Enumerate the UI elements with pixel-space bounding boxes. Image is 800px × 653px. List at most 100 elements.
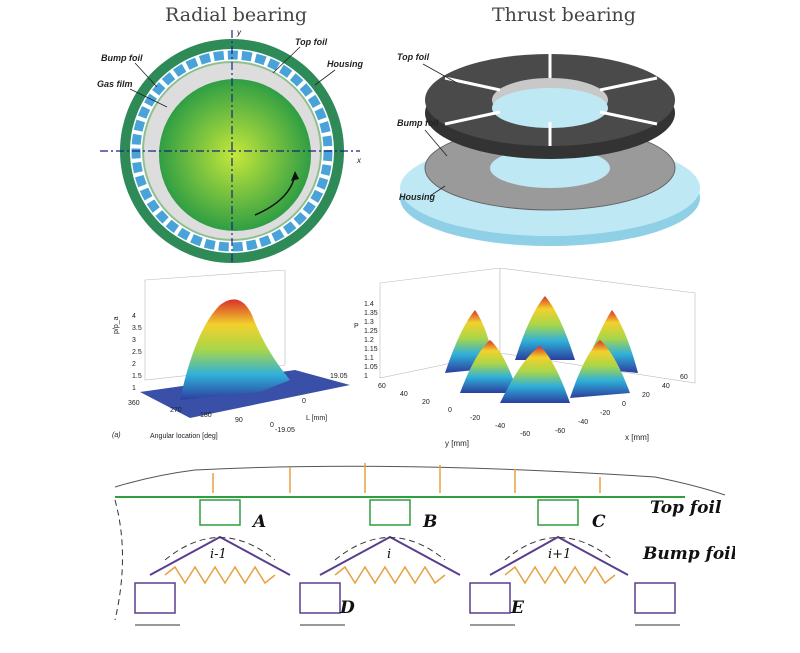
svg-text:20: 20 [642, 392, 650, 399]
pressure-peaks [445, 296, 638, 403]
svg-text:2.5: 2.5 [132, 349, 142, 356]
thrust-bearing-diagram: Top foil Bump foil Housing [397, 52, 700, 246]
label-axis-x: x [356, 156, 362, 165]
bump-foil-hole [490, 148, 610, 188]
z-ticks-right: 1.4 1.35 1.3 1.25 1.2 1.15 1.1 1.05 1 [364, 301, 378, 380]
leader-housing [314, 69, 336, 86]
x-ticks-right: -60 -40 -20 0 20 40 60 [555, 374, 688, 435]
svg-text:1.4: 1.4 [364, 301, 374, 308]
label-bump-foil-model: Bump foil [642, 544, 735, 564]
bump-label-i-plus-1: i+1 [548, 547, 571, 562]
svg-text:-40: -40 [578, 419, 588, 426]
svg-text:1.25: 1.25 [364, 328, 378, 335]
plot-floor [140, 370, 350, 418]
bore [492, 88, 608, 128]
leader-bump-foil [134, 62, 158, 88]
svg-text:1: 1 [132, 385, 136, 392]
svg-text:-60: -60 [555, 428, 565, 435]
svg-text:1.3: 1.3 [364, 319, 374, 326]
top-nodes [199, 499, 579, 526]
svg-text:1.05: 1.05 [364, 364, 378, 371]
svg-text:0: 0 [302, 398, 306, 405]
y-ticks-right: 60 40 20 0 -20 -40 -60 [378, 383, 530, 438]
svg-text:3: 3 [132, 337, 136, 344]
svg-text:90: 90 [235, 417, 243, 424]
pressure-arrows [212, 463, 601, 493]
node-label-e: E [510, 598, 525, 618]
leader-top-foil-thrust [422, 63, 458, 84]
svg-text:-20: -20 [470, 415, 480, 422]
svg-text:-40: -40 [495, 423, 505, 430]
svg-text:19.05: 19.05 [330, 373, 348, 380]
bump-dashed-arches [164, 537, 614, 561]
radial-bearing-diagram: Bump foil Gas film Top foil Housing y x [97, 28, 363, 265]
pressure-envelope [114, 465, 726, 496]
leader-top-foil [272, 46, 301, 74]
label-housing-thrust: Housing [399, 192, 435, 202]
svg-text:270: 270 [170, 407, 182, 414]
label-gas-film: Gas film [97, 79, 133, 89]
svg-text:1.2: 1.2 [364, 337, 374, 344]
svg-text:1.5: 1.5 [132, 373, 142, 380]
svg-text:60: 60 [680, 374, 688, 381]
svg-text:2: 2 [132, 361, 136, 368]
thrust-bearing-title: Thrust bearing [492, 4, 636, 26]
label-bump-foil: Bump foil [101, 53, 143, 63]
label-top-foil-model: Top foil [650, 498, 722, 518]
bump-arches [149, 535, 629, 576]
z-ticks-left: 4 3.5 3 2.5 2 1.5 1 [132, 313, 142, 392]
pad-gaps [444, 54, 658, 146]
svg-text:1: 1 [364, 373, 368, 380]
svg-text:1.15: 1.15 [364, 346, 378, 353]
svg-text:0: 0 [448, 407, 452, 414]
left-edge-dash [114, 499, 123, 621]
rotation-arrowhead [291, 171, 299, 181]
svg-text:-60: -60 [520, 431, 530, 438]
base-springs [164, 565, 616, 585]
shaft [159, 79, 311, 231]
svg-text:20: 20 [422, 399, 430, 406]
svg-text:0: 0 [270, 422, 274, 429]
svg-text:60: 60 [378, 383, 386, 390]
svg-text:-20: -20 [600, 410, 610, 417]
label-top-foil-thrust: Top foil [397, 52, 430, 62]
svg-text:1.35: 1.35 [364, 310, 378, 317]
pressure-surface [180, 299, 290, 400]
label-housing: Housing [327, 59, 363, 69]
y-ticks-left: -19.05 0 19.05 [275, 373, 348, 434]
bottom-nodes [134, 582, 676, 614]
ylabel-right: y [mm] [445, 439, 469, 448]
panel-tag-a: (a) [112, 432, 121, 439]
bump-label-i-minus-1: i-1 [210, 547, 227, 562]
svg-text:4: 4 [132, 313, 136, 320]
leader-gas-film [129, 88, 168, 108]
xlabel-left: Angular location [deg] [150, 433, 218, 440]
svg-text:40: 40 [400, 391, 408, 398]
svg-text:180: 180 [200, 412, 212, 419]
radial-bearing-title: Radial bearing [165, 4, 308, 26]
node-label-c: C [592, 512, 606, 532]
zlabel-right: P [354, 323, 359, 330]
leader-bump-foil-thrust [424, 129, 448, 157]
ylabel-left: L [mm] [306, 415, 327, 422]
svg-text:40: 40 [662, 383, 670, 390]
node-label-d: D [339, 598, 355, 618]
pressure-plot-thrust: P 1.4 1.35 1.3 1.25 1.2 1.15 1.1 1.05 1 … [354, 268, 696, 448]
svg-text:3.5: 3.5 [132, 325, 142, 332]
foil-model-schematic: Top foil Bump foil A B C D E i-1 i i+1 [114, 463, 735, 626]
node-label-b: B [422, 512, 437, 532]
xlabel-right: x [mm] [625, 433, 649, 442]
x-ticks-left: 360 270 180 90 0 [128, 400, 274, 429]
pressure-plot-radial: p/p_a 4 3.5 3 2.5 2 1.5 1 360 270 180 90… [112, 270, 350, 440]
label-axis-y: y [236, 28, 242, 37]
label-bump-foil-thrust: Bump foil [397, 118, 439, 128]
leader-housing-thrust [429, 185, 446, 197]
svg-text:1.1: 1.1 [364, 355, 374, 362]
svg-text:360: 360 [128, 400, 140, 407]
bump-label-i: i [387, 547, 391, 562]
zlabel-left: p/p_a [113, 316, 120, 334]
svg-text:-19.05: -19.05 [275, 427, 295, 434]
label-top-foil: Top foil [295, 37, 328, 47]
node-label-a: A [251, 512, 266, 532]
svg-text:0: 0 [622, 401, 626, 408]
